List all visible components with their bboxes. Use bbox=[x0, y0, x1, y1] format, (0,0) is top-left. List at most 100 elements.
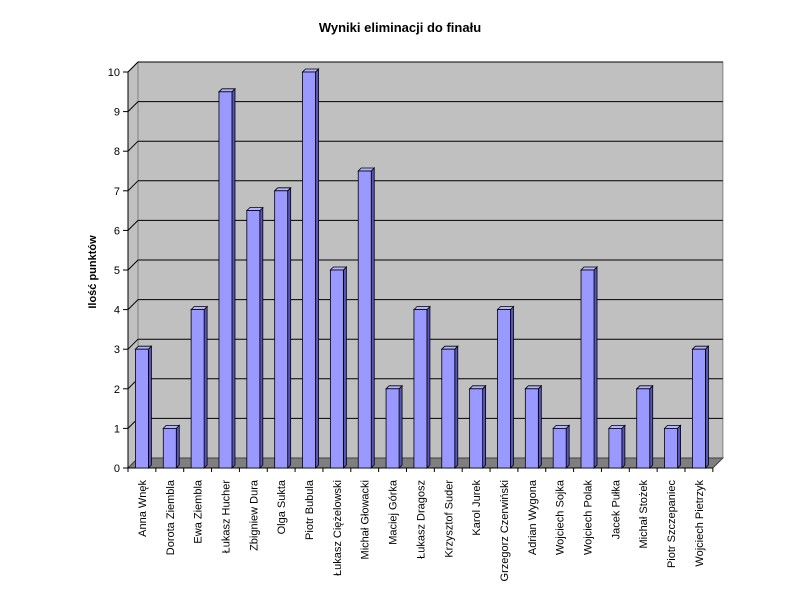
bar-top bbox=[329, 266, 348, 271]
bar-side bbox=[148, 345, 152, 469]
bar-side bbox=[537, 384, 542, 469]
bar bbox=[580, 269, 595, 469]
y-tick-label: 5 bbox=[114, 265, 120, 277]
bar-top bbox=[496, 306, 515, 311]
bar-top bbox=[552, 424, 571, 429]
category-label: Łukasz Hucher bbox=[220, 480, 232, 554]
category-label: Piotr Bubula bbox=[304, 479, 316, 540]
gridline-side bbox=[127, 220, 139, 231]
y-tick-label: 6 bbox=[114, 225, 120, 237]
y-axis-label: Ilość punktów bbox=[87, 235, 99, 309]
bar-side bbox=[565, 424, 570, 469]
bar-side bbox=[370, 167, 375, 469]
bar-side bbox=[677, 424, 681, 469]
gridline-side bbox=[127, 338, 139, 350]
bar-top bbox=[218, 88, 236, 93]
bar bbox=[246, 210, 261, 469]
category-label: Grzegorz Czerwiński bbox=[499, 480, 511, 581]
category-label: Michał Głowacki bbox=[360, 480, 372, 559]
bar-top bbox=[580, 266, 598, 271]
bar bbox=[162, 427, 177, 469]
y-tick-label: 3 bbox=[114, 344, 120, 356]
y-tick-label: 10 bbox=[108, 67, 120, 79]
category-label: Olga Sukta bbox=[276, 479, 288, 534]
bar-top bbox=[412, 306, 431, 311]
bar bbox=[441, 348, 456, 469]
category-label: Ewa Ziembla bbox=[193, 479, 205, 543]
bar bbox=[190, 309, 205, 469]
gridline-side bbox=[127, 299, 139, 310]
bar bbox=[329, 269, 344, 469]
category-label: Krzysztof Suder bbox=[443, 480, 455, 558]
y-tick-label: 4 bbox=[114, 305, 120, 317]
plot-area: 0 1 2 3 4 5 6 7 8 9 10 Anna Wnęk Dorota Ziembla Ewa Z… bbox=[108, 60, 725, 581]
y-tick-label: 1 bbox=[114, 423, 120, 435]
category-label: Anna Wnęk bbox=[137, 480, 149, 537]
bar bbox=[552, 427, 567, 469]
bar-side bbox=[705, 345, 709, 469]
y-tick-label: 2 bbox=[114, 384, 120, 396]
category-label: Maciej Górka bbox=[388, 479, 400, 545]
bar-side bbox=[259, 206, 264, 469]
category-label: Wojciech Pietrzyk bbox=[694, 480, 706, 567]
category-label: Jacek Pułka bbox=[610, 479, 622, 539]
bar-top bbox=[385, 385, 404, 390]
bar bbox=[469, 388, 484, 469]
bar bbox=[413, 309, 428, 469]
bar-side bbox=[398, 384, 403, 469]
bar bbox=[497, 309, 511, 469]
bar-side bbox=[482, 384, 487, 469]
chart-title: Wyniki eliminacji do finału bbox=[319, 20, 481, 35]
bar-top bbox=[190, 306, 209, 311]
bar-top bbox=[440, 345, 459, 350]
bar-top bbox=[301, 68, 320, 73]
y-tick-label: 8 bbox=[114, 146, 120, 158]
bar-top bbox=[663, 424, 682, 429]
bar-side bbox=[203, 305, 208, 469]
category-label: Zbigniew Dura bbox=[248, 479, 260, 551]
category-label: Michał Stożek bbox=[638, 480, 650, 549]
bar bbox=[608, 427, 623, 469]
bar-top bbox=[245, 207, 264, 212]
bar-side bbox=[342, 266, 347, 469]
y-tick-label: 7 bbox=[114, 186, 120, 198]
bar bbox=[357, 170, 372, 469]
bar-top bbox=[357, 167, 376, 172]
gridline-side bbox=[127, 180, 139, 192]
category-label: Wojciech Sojka bbox=[555, 479, 567, 555]
bar-side bbox=[426, 305, 431, 469]
bar bbox=[664, 427, 678, 469]
bar-top bbox=[524, 385, 543, 390]
bar-side bbox=[315, 68, 319, 469]
bar-side bbox=[454, 345, 459, 469]
bar bbox=[524, 388, 539, 469]
bar-side bbox=[287, 186, 292, 469]
category-label: Piotr Szczepaniec bbox=[666, 480, 678, 569]
bar bbox=[274, 190, 289, 469]
bar-side bbox=[231, 87, 236, 469]
gridline-side bbox=[127, 101, 139, 112]
bar-top bbox=[134, 345, 153, 350]
bar-side bbox=[175, 424, 180, 469]
y-tick-label: 9 bbox=[114, 107, 120, 119]
category-label: Wojciech Polak bbox=[583, 480, 595, 555]
bar-side bbox=[510, 305, 514, 469]
bar bbox=[636, 388, 651, 469]
bar bbox=[385, 388, 400, 469]
category-label: Łukasz Ciężelowski bbox=[332, 480, 344, 576]
gridline-side bbox=[127, 259, 139, 271]
category-label: Łukasz Dragosz bbox=[415, 480, 427, 559]
bar-top bbox=[273, 187, 292, 192]
bar bbox=[302, 71, 316, 469]
category-label: Dorota Ziembla bbox=[165, 479, 177, 555]
bar-side bbox=[593, 266, 598, 469]
y-tick-label: 0 bbox=[114, 463, 120, 475]
bar bbox=[135, 348, 149, 469]
bar bbox=[692, 348, 706, 469]
bar-top bbox=[468, 385, 487, 390]
category-label: Karol Jurek bbox=[471, 480, 483, 536]
gridline-side bbox=[127, 140, 139, 152]
bar-top bbox=[607, 424, 626, 429]
bar-side bbox=[649, 384, 654, 469]
